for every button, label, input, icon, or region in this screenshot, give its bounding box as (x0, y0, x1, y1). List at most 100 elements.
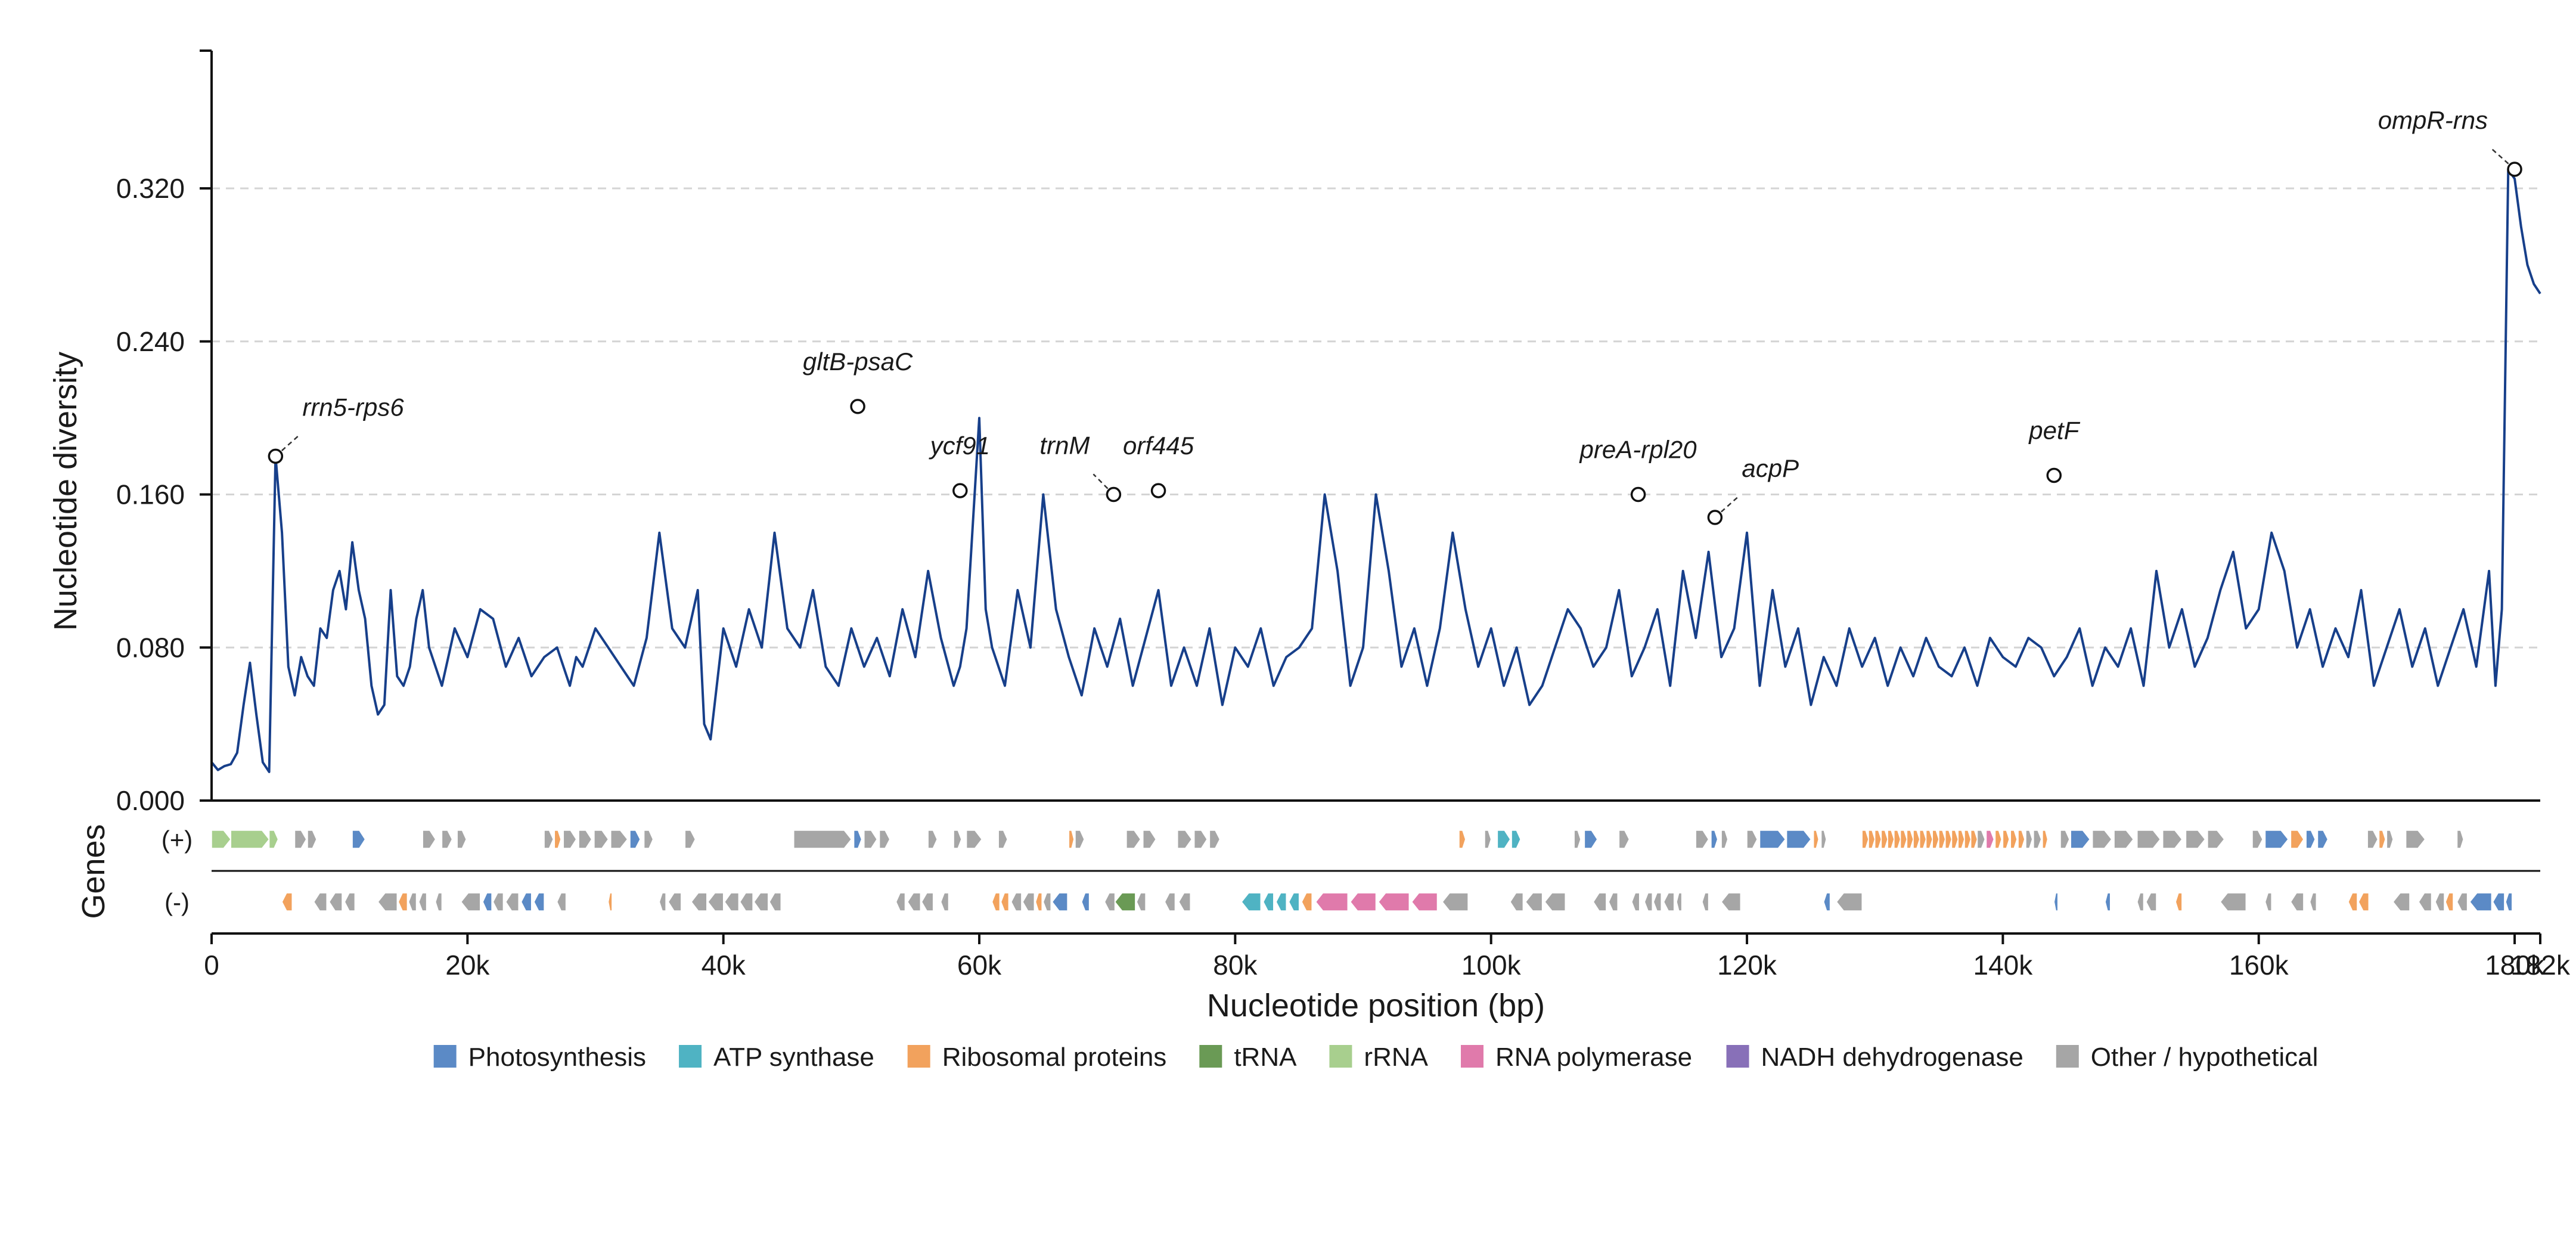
gene-minus (434, 892, 443, 911)
legend-swatch (1199, 1045, 1222, 1068)
gene-minus (2290, 892, 2304, 911)
gene-minus (2145, 892, 2157, 911)
gene-plus (1894, 830, 1901, 849)
gene-minus (1051, 892, 1068, 911)
gene-minus (1136, 892, 1146, 911)
gene-plus (2252, 830, 2264, 849)
gene-minus (460, 892, 481, 911)
gene-plus (1786, 830, 1812, 849)
gene-minus (907, 892, 921, 911)
gene-minus (2392, 892, 2410, 911)
peak-label: ycf91 (929, 432, 990, 460)
gene-minus (2435, 892, 2445, 911)
gene-minus (533, 892, 545, 911)
gene-plus (2305, 830, 2316, 849)
gene-minus (1544, 892, 1566, 911)
gene-minus (1631, 892, 1640, 911)
peak-label: gltB-psaC (803, 348, 913, 376)
gene-minus (2348, 892, 2358, 911)
gene-plus (927, 830, 938, 849)
gene-minus (940, 892, 949, 911)
gene-minus (753, 892, 769, 911)
x-tick-label: 160k (2229, 950, 2289, 981)
gene-plus (1868, 830, 1876, 849)
legend-label: NADH dehydrogenase (1761, 1043, 2023, 1072)
x-tick-label: 60k (957, 950, 1002, 981)
gene-minus (328, 892, 343, 911)
gene-minus (1241, 892, 1262, 911)
gene-minus (921, 892, 934, 911)
y-axis-title: Nucleotide diversity (48, 352, 83, 631)
gene-plus (1957, 830, 1965, 849)
gene-plus (2207, 830, 2225, 849)
peak-label: orf445 (1123, 432, 1194, 460)
plot-series (210, 168, 2541, 773)
peak-marker (1106, 486, 1122, 503)
gene-minus (1315, 892, 1349, 911)
gene-plus (966, 830, 983, 849)
gene-plus (1695, 830, 1709, 849)
gene-plus (1068, 830, 1075, 849)
gene-plus (1618, 830, 1630, 849)
gene-minus (2456, 892, 2468, 911)
y-tick-label: 0.000 (116, 785, 185, 816)
gene-minus (398, 892, 408, 911)
gene-plus (2317, 830, 2329, 849)
gene-minus (2469, 892, 2493, 911)
gene-plus (2290, 830, 2304, 849)
axes: 0.000 0.080 0.160 0.240 0.320 0 20k 40k 60k 80k 10… (116, 49, 2571, 981)
gene-plus (1075, 830, 1085, 849)
gene-minus (1114, 892, 1136, 911)
gene-plus (211, 830, 232, 849)
gene-plus (563, 830, 577, 849)
strand-minus-label: (-) (165, 888, 190, 916)
gene-plus (2010, 830, 2018, 849)
legend-swatch (433, 1045, 457, 1068)
gene-minus (482, 892, 492, 911)
gene-minus (1081, 892, 1090, 911)
y-tick-label: 0.080 (116, 632, 185, 663)
gene-minus (2264, 892, 2272, 911)
gene-plus (1721, 830, 1728, 849)
peak-label: preA-rpl20 (1579, 436, 1697, 464)
peak-label: ompR-rns (2378, 106, 2488, 134)
gene-plus (2113, 830, 2134, 849)
gene-plus (441, 830, 453, 849)
gene-plus (1938, 830, 1946, 849)
gene-plus (1913, 830, 1920, 849)
peak-label: acpP (1742, 454, 1799, 482)
peak-label: rrn5-rps6 (302, 393, 404, 421)
gene-plus (230, 830, 270, 849)
gene-minus (1702, 892, 1709, 911)
y-tick-label: 0.320 (116, 173, 185, 204)
x-tick-label: 180k (2485, 950, 2545, 981)
gene-plus (2185, 830, 2206, 849)
gene-plus (1711, 830, 1718, 849)
gene-minus (2309, 892, 2317, 911)
x-tick-label: 100k (1461, 950, 1522, 981)
gene-minus (2053, 892, 2059, 911)
gene-minus (1262, 892, 1274, 911)
diversity-line-series-0 (210, 168, 2541, 773)
peak-marker (952, 483, 968, 498)
gene-plus (307, 830, 317, 849)
annotation-leader (275, 435, 299, 457)
gene-minus (1349, 892, 1377, 911)
gene-plus (2070, 830, 2091, 849)
legend-label: Other / hypothetical (2091, 1043, 2319, 1072)
gene-plus (853, 830, 862, 849)
gene-plus (2091, 830, 2112, 849)
gene-plus (2367, 830, 2379, 849)
legend: Photosynthesis ATP synthase Ribosomal prot… (433, 1043, 2319, 1072)
peak-marker (1707, 510, 1723, 525)
gene-plus (457, 830, 467, 849)
gene-plus (1880, 830, 1888, 849)
peak-annotations: rrn5-rps6 gltB-psaC ycf91 trnM orf445 preA-rp… (268, 106, 2522, 525)
gene-minus (1000, 892, 1010, 911)
gene-minus (724, 892, 740, 911)
gene-minus (1301, 892, 1312, 911)
gene-minus (895, 892, 906, 911)
gene-minus (1663, 892, 1675, 911)
